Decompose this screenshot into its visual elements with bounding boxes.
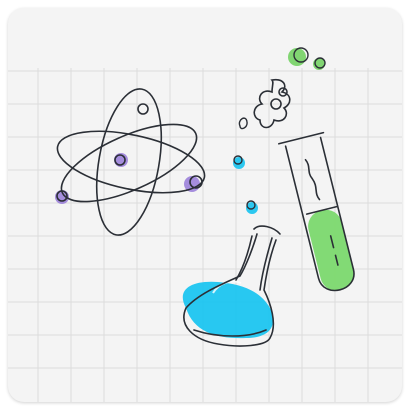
science-doodle-illustration: [8, 47, 402, 402]
test-tube-icon: [278, 131, 355, 292]
steam-icon: [253, 78, 291, 129]
erlenmeyer-flask-icon: [182, 225, 281, 347]
illustration-card: [8, 8, 402, 402]
bubbles-icon: [233, 117, 258, 214]
green-bubbles: [288, 47, 326, 70]
atom-icon: [55, 88, 206, 236]
grid-paper: [8, 68, 402, 402]
